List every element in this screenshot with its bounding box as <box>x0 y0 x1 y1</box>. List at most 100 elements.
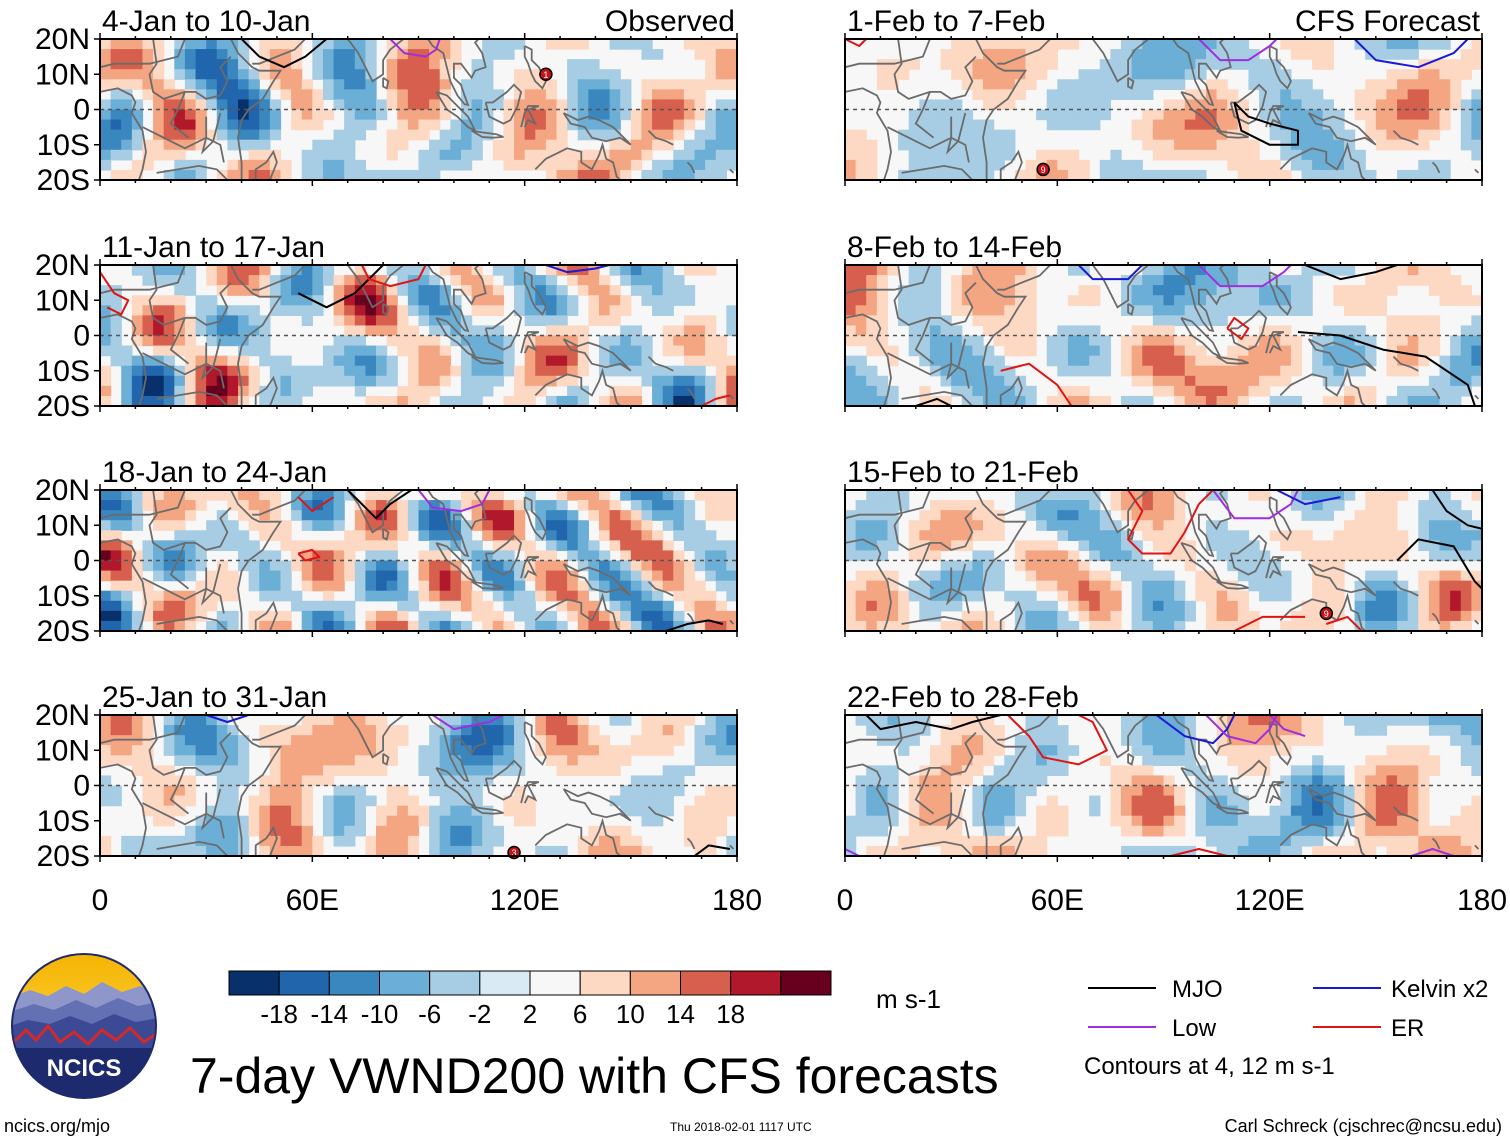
coastline <box>142 802 225 839</box>
heatmap-cell <box>1312 149 1324 161</box>
heatmap-cell <box>514 149 526 161</box>
heatmap-cell <box>1418 385 1430 397</box>
heatmap-cell <box>216 560 228 572</box>
heatmap-cell <box>1259 560 1271 572</box>
heatmap-cell <box>620 139 632 151</box>
heatmap-cell <box>556 365 568 377</box>
heatmap-cell <box>206 355 218 367</box>
heatmap-cell <box>227 805 239 817</box>
heatmap-cell <box>386 805 398 817</box>
heatmap-cell <box>1259 285 1271 296</box>
contour-er <box>1233 615 1306 631</box>
heatmap-cell <box>908 540 920 552</box>
heatmap-cell <box>961 570 973 582</box>
heatmap-cell <box>1227 355 1239 367</box>
heatmap-cell <box>1450 580 1462 592</box>
heatmap-cell <box>322 540 335 552</box>
heatmap-cell <box>1248 365 1260 377</box>
heatmap-cell <box>121 149 133 161</box>
heatmap-cell <box>726 735 737 746</box>
heatmap-cell <box>482 345 494 357</box>
heatmap-cell <box>598 530 611 541</box>
heatmap-cell <box>641 375 653 387</box>
heatmap-cell <box>620 490 632 501</box>
heatmap-cell <box>514 735 526 746</box>
heatmap-cell <box>259 735 271 746</box>
heatmap-cell <box>354 305 367 316</box>
heatmap-cell <box>269 169 282 180</box>
heatmap-cell <box>1418 325 1430 337</box>
coastline <box>471 805 504 815</box>
heatmap-cell <box>195 385 207 397</box>
heatmap-cell <box>280 540 292 552</box>
heatmap-cell <box>726 510 737 521</box>
contour-low <box>1198 265 1292 288</box>
heatmap-cell <box>184 560 197 572</box>
heatmap-cell <box>1046 169 1058 180</box>
heatmap-cell <box>280 745 292 756</box>
heatmap-cell <box>620 590 632 602</box>
heatmap-cell <box>344 365 356 377</box>
heatmap-cell <box>1290 119 1303 131</box>
heatmap-cell <box>206 79 218 90</box>
heatmap-cell <box>450 825 462 837</box>
heatmap-cell <box>908 295 920 306</box>
heatmap-cell <box>961 305 973 316</box>
heatmap-cell <box>121 490 133 501</box>
y-tick-label: 20S <box>37 615 90 648</box>
heatmap-cell <box>1216 600 1228 612</box>
heatmap-cell <box>1312 59 1324 70</box>
heatmap-cell <box>248 570 260 582</box>
heatmap-cell <box>291 295 303 306</box>
heatmap-cell <box>142 590 154 602</box>
heatmap-cell <box>1195 149 1207 161</box>
heatmap-cell <box>929 510 942 521</box>
heatmap-cell <box>1142 325 1154 337</box>
heatmap-cell <box>439 610 451 622</box>
heatmap-cell <box>460 600 473 612</box>
heatmap-cell <box>269 39 282 50</box>
heatmap-cell <box>683 395 696 406</box>
heatmap-cell <box>1174 355 1186 367</box>
heatmap-cell <box>100 735 112 746</box>
heatmap-cell <box>1057 590 1069 602</box>
heatmap-cell <box>652 285 664 296</box>
heatmap-cell <box>248 375 260 387</box>
heatmap-cell <box>940 785 952 797</box>
heatmap-cell <box>121 725 133 736</box>
heatmap-cell <box>1386 265 1398 276</box>
heatmap-cell <box>503 725 515 736</box>
heatmap-cell <box>184 500 197 511</box>
heatmap-cell <box>1280 149 1292 161</box>
heatmap-cell <box>301 305 313 316</box>
heatmap-cell <box>195 159 207 171</box>
heatmap-cell <box>1163 540 1175 552</box>
heatmap-cell <box>312 169 324 180</box>
heatmap-cell <box>163 375 175 387</box>
heatmap-cell <box>354 540 367 552</box>
heatmap-cell <box>1163 520 1175 531</box>
heatmap-cell <box>386 795 398 807</box>
heatmap-cell <box>641 725 653 736</box>
heatmap-cell <box>163 620 175 631</box>
heatmap-cell <box>216 325 228 337</box>
heatmap-cell <box>322 345 335 357</box>
heatmap-cell <box>163 89 175 101</box>
heatmap-cell <box>238 89 250 101</box>
heatmap-cell <box>1439 500 1451 511</box>
heatmap-cell <box>429 149 441 161</box>
heatmap-cell <box>131 375 144 387</box>
heatmap-cell <box>1078 109 1090 121</box>
heatmap-cell <box>866 169 878 180</box>
heatmap-cell <box>492 745 505 756</box>
heatmap-cell <box>866 785 878 797</box>
heatmap-cell <box>248 149 260 161</box>
heatmap-cell <box>545 159 558 171</box>
heatmap-cell <box>866 765 878 777</box>
heatmap-cell <box>1237 375 1250 387</box>
heatmap-cell <box>312 275 324 286</box>
heatmap-cell <box>1227 540 1239 552</box>
heatmap-cell <box>567 600 579 612</box>
heatmap-cell <box>1280 570 1292 582</box>
heatmap-cell <box>259 795 271 807</box>
